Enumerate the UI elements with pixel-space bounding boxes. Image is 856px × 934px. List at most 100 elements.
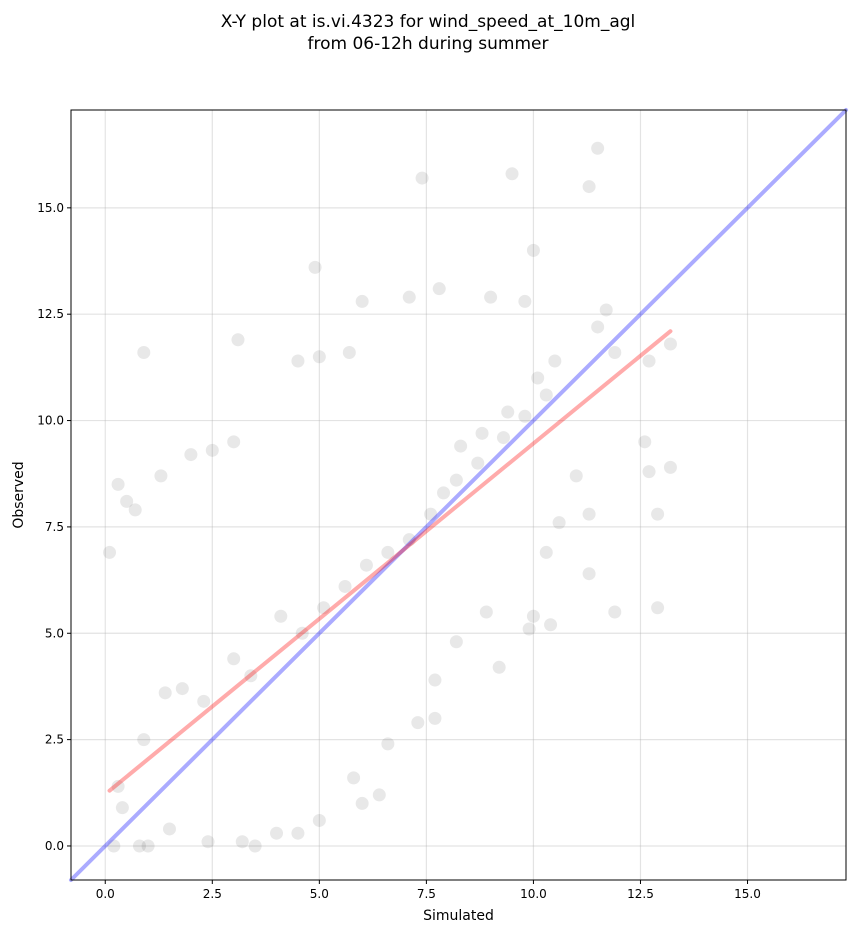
scatter-point (137, 345, 151, 359)
scatter-point (137, 733, 151, 747)
scatter-point (518, 409, 532, 423)
scatter-point (402, 290, 416, 304)
scatter-point (505, 167, 519, 181)
scatter-point (244, 669, 258, 683)
scatter-point (638, 435, 652, 449)
scatter-point (205, 443, 219, 457)
scatter-point (381, 545, 395, 559)
scatter-point (120, 494, 134, 508)
y-tick-label: 0.0 (45, 839, 64, 853)
x-axis-label: Simulated (423, 908, 494, 924)
scatter-point (158, 686, 172, 700)
scatter-point (432, 282, 446, 296)
scatter-point (381, 737, 395, 751)
scatter-point (415, 171, 429, 185)
scatter-point (539, 545, 553, 559)
scatter-point (428, 711, 442, 725)
scatter-point (355, 294, 369, 308)
scatter-point (291, 354, 305, 368)
scatter-point (526, 243, 540, 257)
scatter-point (663, 337, 677, 351)
scatter-point (355, 796, 369, 810)
y-tick-label: 12.5 (37, 307, 64, 321)
scatter-point (162, 822, 176, 836)
scatter-point (651, 507, 665, 521)
scatter-point (475, 426, 489, 440)
scatter-point (133, 839, 147, 853)
scatter-point (582, 180, 596, 194)
x-tick-label: 15.0 (734, 887, 761, 901)
scatter-point (107, 839, 121, 853)
y-tick-label: 5.0 (45, 626, 64, 640)
chart-title-line-1: X-Y plot at is.vi.4323 for wind_speed_at… (221, 12, 636, 32)
scatter-point (582, 507, 596, 521)
x-tick-label: 12.5 (627, 887, 654, 901)
x-tick-label: 0.0 (96, 887, 115, 901)
regression-line (107, 329, 673, 793)
scatter-point (663, 460, 677, 474)
scatter-points (103, 141, 677, 853)
y-tick-label: 2.5 (45, 733, 64, 747)
scatter-point (411, 716, 425, 730)
scatter-point (312, 813, 326, 827)
scatter-point (338, 579, 352, 593)
scatter-point (227, 652, 241, 666)
scatter-point (539, 388, 553, 402)
scatter-point (501, 405, 515, 419)
scatter-point (526, 609, 540, 623)
scatter-point (569, 469, 583, 483)
scatter-point (201, 835, 215, 849)
scatter-point (552, 516, 566, 530)
y-axis-label: Observed (11, 461, 27, 528)
scatter-point (454, 439, 468, 453)
scatter-point (295, 626, 309, 640)
reference-lines (69, 108, 848, 882)
x-tick-label: 7.5 (417, 887, 436, 901)
plot-frame (70, 109, 847, 881)
scatter-point (248, 839, 262, 853)
scatter-point (312, 350, 326, 364)
x-tick-label: 5.0 (310, 887, 329, 901)
scatter-point (471, 456, 485, 470)
scatter-point (484, 290, 498, 304)
scatter-point (599, 303, 613, 317)
scatter-point (197, 694, 211, 708)
scatter-point (518, 294, 532, 308)
scatter-point (608, 345, 622, 359)
scatter-point (342, 345, 356, 359)
scatter-point (591, 141, 605, 155)
scatter-point (428, 673, 442, 687)
scatter-point (347, 771, 361, 785)
scatter-point (492, 660, 506, 674)
scatter-point (449, 635, 463, 649)
scatter-point (308, 260, 322, 274)
axis-ticks: 0.0 2.5 5.0 7.5 10.0 12.5 15.0 0.0 2.5 5.0 7.5 10.0… (37, 201, 761, 901)
scatter-point (642, 465, 656, 479)
scatter-point (531, 371, 545, 385)
scatter-point (591, 320, 605, 334)
identity-line (69, 108, 848, 882)
scatter-point (548, 354, 562, 368)
grid-lines (71, 110, 846, 880)
y-tick-label: 15.0 (37, 201, 64, 215)
scatter-point (479, 605, 493, 619)
scatter-point (651, 601, 665, 615)
scatter-point (227, 435, 241, 449)
scatter-point (372, 788, 386, 802)
chart-title-line-2: from 06-12h during summer (308, 34, 549, 54)
scatter-point (175, 682, 189, 696)
scatter-point (184, 448, 198, 462)
scatter-point (270, 826, 284, 840)
scatter-point (235, 835, 249, 849)
scatter-point (642, 354, 656, 368)
scatter-point (608, 605, 622, 619)
scatter-point (424, 507, 438, 521)
scatter-point (317, 601, 331, 615)
scatter-point (359, 558, 373, 572)
scatter-point (449, 473, 463, 487)
scatter-point (291, 826, 305, 840)
scatter-point (111, 779, 125, 793)
scatter-point (115, 801, 129, 815)
scatter-point (402, 533, 416, 547)
